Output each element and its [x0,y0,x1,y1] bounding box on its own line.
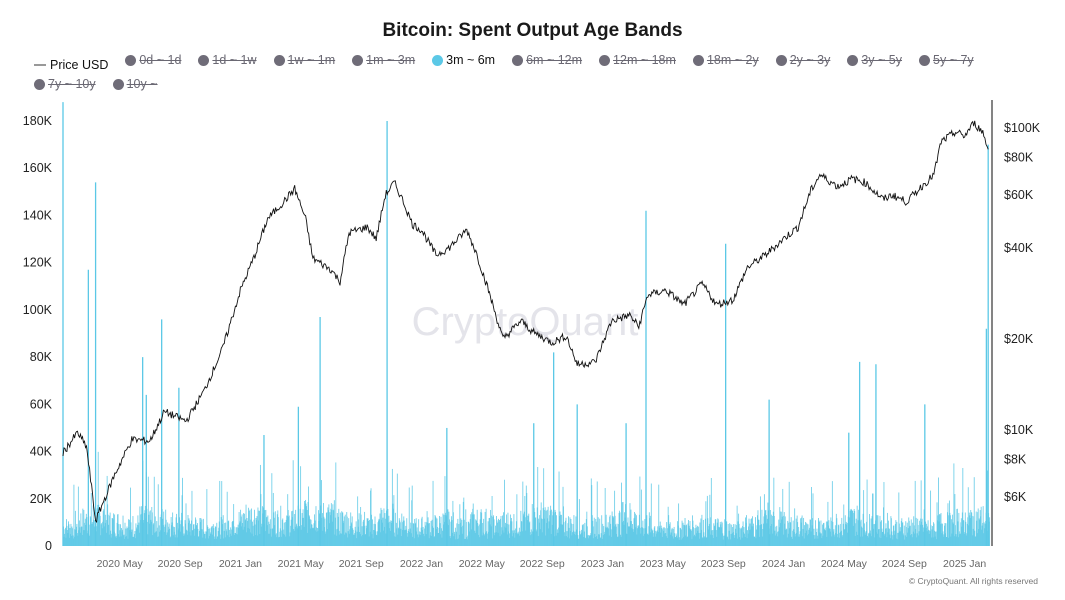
legend-label: 10y ~ [126,76,158,91]
x-tick-label: 2023 Jan [581,558,624,570]
y-left-tick-label: 180K [23,114,53,128]
legend-item[interactable]: 1m ~ 3m [352,51,415,70]
x-tick-label: 2020 May [97,558,144,570]
y-left-tick-label: 0 [45,539,52,553]
circle-marker-icon [112,78,124,90]
y-right-tick-label: $40K [1004,241,1034,255]
y-right-tick-label: $10K [1004,423,1034,437]
x-tick-label: 2025 Jan [943,558,986,570]
x-tick-label: 2022 Sep [520,558,565,570]
circle-marker-icon [692,55,704,66]
legend-label: Price USD [50,57,109,72]
legend-label: 2y ~ 3y [789,53,831,67]
circle-marker-icon [599,55,611,66]
bar-series-3m-6m [62,102,991,546]
circle-marker-icon [198,55,210,66]
legend-item[interactable]: 2y ~ 3y [775,51,831,70]
legend-item[interactable]: 6m ~ 12m [512,51,582,70]
legend-label: 3m ~ 6m [446,53,496,67]
y-left-tick-label: 60K [30,397,53,411]
x-tick-label: 2023 Sep [701,558,746,570]
price-line [62,120,989,523]
legend-label: 7y ~ 10y [48,76,96,91]
chart-title: Bitcoin: Spent Output Age Bands [382,20,683,41]
legend-item[interactable]: 7y ~ 10y [34,75,96,94]
x-tick-label: 2022 May [459,558,506,570]
y-right-tick-label: $80K [1004,150,1034,164]
legend-item[interactable]: 3y ~ 5y [847,51,902,70]
x-tick-label: 2020 Sep [158,558,203,570]
circle-marker-icon [775,55,787,66]
legend-item[interactable]: 12m ~ 18m [599,51,676,70]
circle-marker-icon [352,55,364,66]
legend-item[interactable]: 5y ~ 7y [919,51,974,70]
x-tick-label: 2021 Jan [219,558,262,570]
line-marker-icon [34,64,46,66]
y-right-tick-label: $6K [1004,490,1027,504]
circle-marker-icon [847,55,859,66]
legend-label: 5y ~ 7y [933,53,974,67]
circle-marker-icon [273,55,285,66]
y-right-tick-label: $100K [1004,121,1041,135]
y-right-tick-label: $60K [1004,188,1034,202]
legend-label: 3y ~ 5y [861,53,903,67]
y-right-tick-label: $20K [1004,332,1034,346]
y-left-tick-label: 140K [23,208,53,222]
copyright: © CryptoQuant. All rights reserved [908,576,1038,586]
circle-marker-icon [34,78,45,90]
y-left-tick-label: 40K [30,445,53,459]
y-left-tick-label: 120K [23,256,53,270]
legend-item[interactable]: 18m ~ 2y [692,51,759,70]
y-left-tick-label: 100K [23,303,53,317]
x-tick-label: 2021 Sep [339,558,384,570]
legend-label: 1d ~ 1w [212,53,257,67]
legend: Price USD 0d ~ 1d 1d ~ 1w 1w ~ 1m 1m ~ 3m 3m … [34,51,1044,96]
circle-marker-icon [512,55,524,66]
y-right-tick-label: $8K [1004,452,1027,466]
x-tick-label: 2024 Jan [762,558,805,570]
legend-item[interactable]: Price USD [34,56,108,75]
y-left-tick-label: 160K [23,161,53,175]
x-tick-label: 2021 May [278,558,325,570]
legend-label: 0d ~ 1d [139,53,182,67]
legend-item[interactable]: 10y ~ [112,75,158,94]
y-left-tick-label: 20K [30,492,53,506]
legend-label: 18m ~ 2y [706,53,759,67]
circle-marker-icon [432,55,444,66]
x-tick-label: 2022 Jan [400,558,443,570]
legend-label: 6m ~ 12m [526,53,583,67]
legend-item[interactable]: 1w ~ 1m [273,51,336,70]
x-tick-label: 2024 Sep [882,558,927,570]
circle-marker-icon [125,55,137,66]
y-left-tick-label: 80K [30,350,53,364]
x-tick-label: 2024 May [821,558,868,570]
legend-item[interactable]: 1d ~ 1w [198,51,257,70]
legend-label: 1m ~ 3m [366,53,416,67]
legend-item[interactable]: 0d ~ 1d [125,51,181,70]
legend-item[interactable]: 3m ~ 6m [432,51,495,70]
legend-label: 1w ~ 1m [287,53,336,67]
circle-marker-icon [919,55,931,66]
x-tick-label: 2023 May [640,558,687,570]
legend-label: 12m ~ 18m [613,53,676,67]
